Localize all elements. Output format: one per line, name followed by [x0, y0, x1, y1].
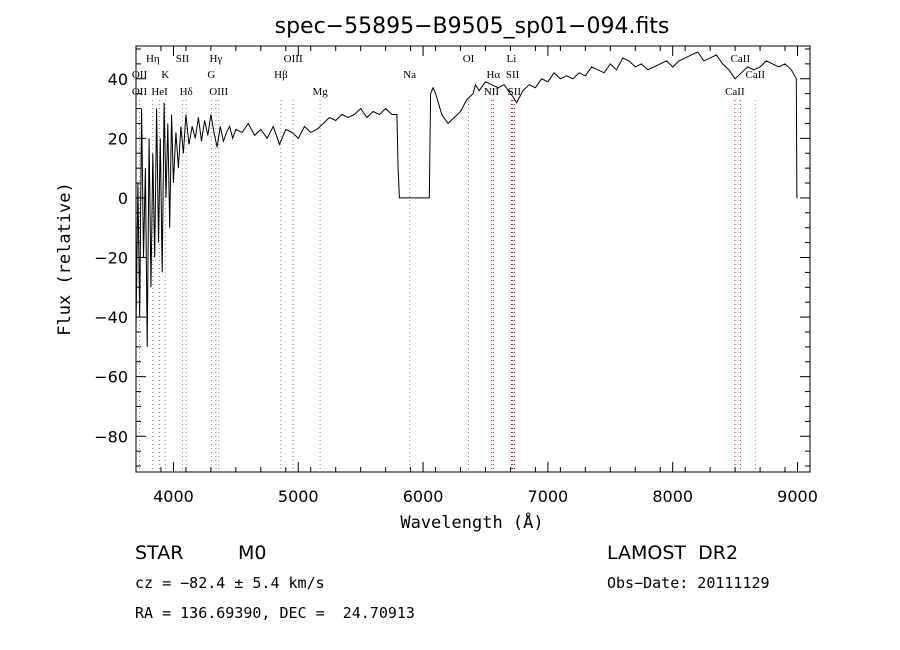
- y-tick-label: 20: [108, 129, 128, 148]
- ra-dec-coordinates: RA = 136.69390, DEC = 24.70913: [135, 604, 415, 622]
- x-tick-label: 4000: [153, 487, 194, 506]
- y-tick-label: 0: [118, 189, 128, 208]
- plot-frame: [135, 45, 811, 473]
- observation-date: Obs−Date: 20111129: [607, 574, 770, 592]
- object-class: STAR: [135, 542, 184, 564]
- line-label: Na: [403, 69, 416, 81]
- line-label: Hγ: [209, 53, 222, 65]
- line-label: Hβ: [274, 69, 288, 81]
- y-axis-label: Flux (relative): [55, 182, 75, 336]
- line-label: OIII: [209, 86, 228, 98]
- line-label: NII: [484, 86, 500, 98]
- y-tick-label: 40: [108, 70, 128, 89]
- x-tick-label: 8000: [652, 487, 693, 506]
- spectral-line-markers: OII OII Hη HeI K SII Hδ Hγ G OIII Hβ OIII Mg Na OI Hα NI…: [132, 53, 766, 472]
- line-label: Hα: [486, 69, 500, 81]
- line-label: Hη: [146, 53, 160, 65]
- line-label: CaII: [746, 69, 766, 81]
- spectrum-line: [135, 51, 798, 347]
- x-tick-label: 6000: [403, 487, 444, 506]
- line-label: SII: [506, 69, 520, 81]
- line-label: Mg: [312, 86, 328, 98]
- line-label: CaII: [725, 86, 745, 98]
- line-label: OII: [132, 69, 148, 81]
- line-label: Li: [507, 53, 517, 65]
- line-label: HeI: [151, 86, 168, 98]
- y-tick-label: −20: [94, 249, 128, 268]
- y-tick-label: −80: [94, 427, 128, 446]
- line-label: CaII: [731, 53, 751, 65]
- redshift-velocity: cz = −82.4 ± 5.4 km/s: [135, 574, 325, 592]
- line-label: G: [207, 69, 215, 81]
- line-label: K: [161, 69, 169, 81]
- line-label: Hδ: [180, 86, 193, 98]
- line-label: OII: [132, 86, 148, 98]
- survey-name: LAMOST DR2: [607, 542, 739, 564]
- line-label: OIII: [284, 53, 303, 65]
- line-label: SII: [176, 53, 190, 65]
- axis-ticks: 4000 5000 6000 7000 8000 9000 −80 −60 −40 −20 0 20 4…: [94, 46, 818, 506]
- chart-title: spec−55895−B9505_sp01−094.fits: [275, 14, 670, 39]
- object-subclass: M0: [238, 542, 267, 564]
- x-axis-label: Wavelength (Å): [400, 511, 543, 533]
- x-tick-label: 7000: [528, 487, 569, 506]
- line-label: OI: [463, 53, 475, 65]
- x-tick-label: 5000: [278, 487, 319, 506]
- x-tick-label: 9000: [777, 487, 818, 506]
- y-tick-label: −40: [94, 308, 128, 327]
- y-tick-label: −60: [94, 368, 128, 387]
